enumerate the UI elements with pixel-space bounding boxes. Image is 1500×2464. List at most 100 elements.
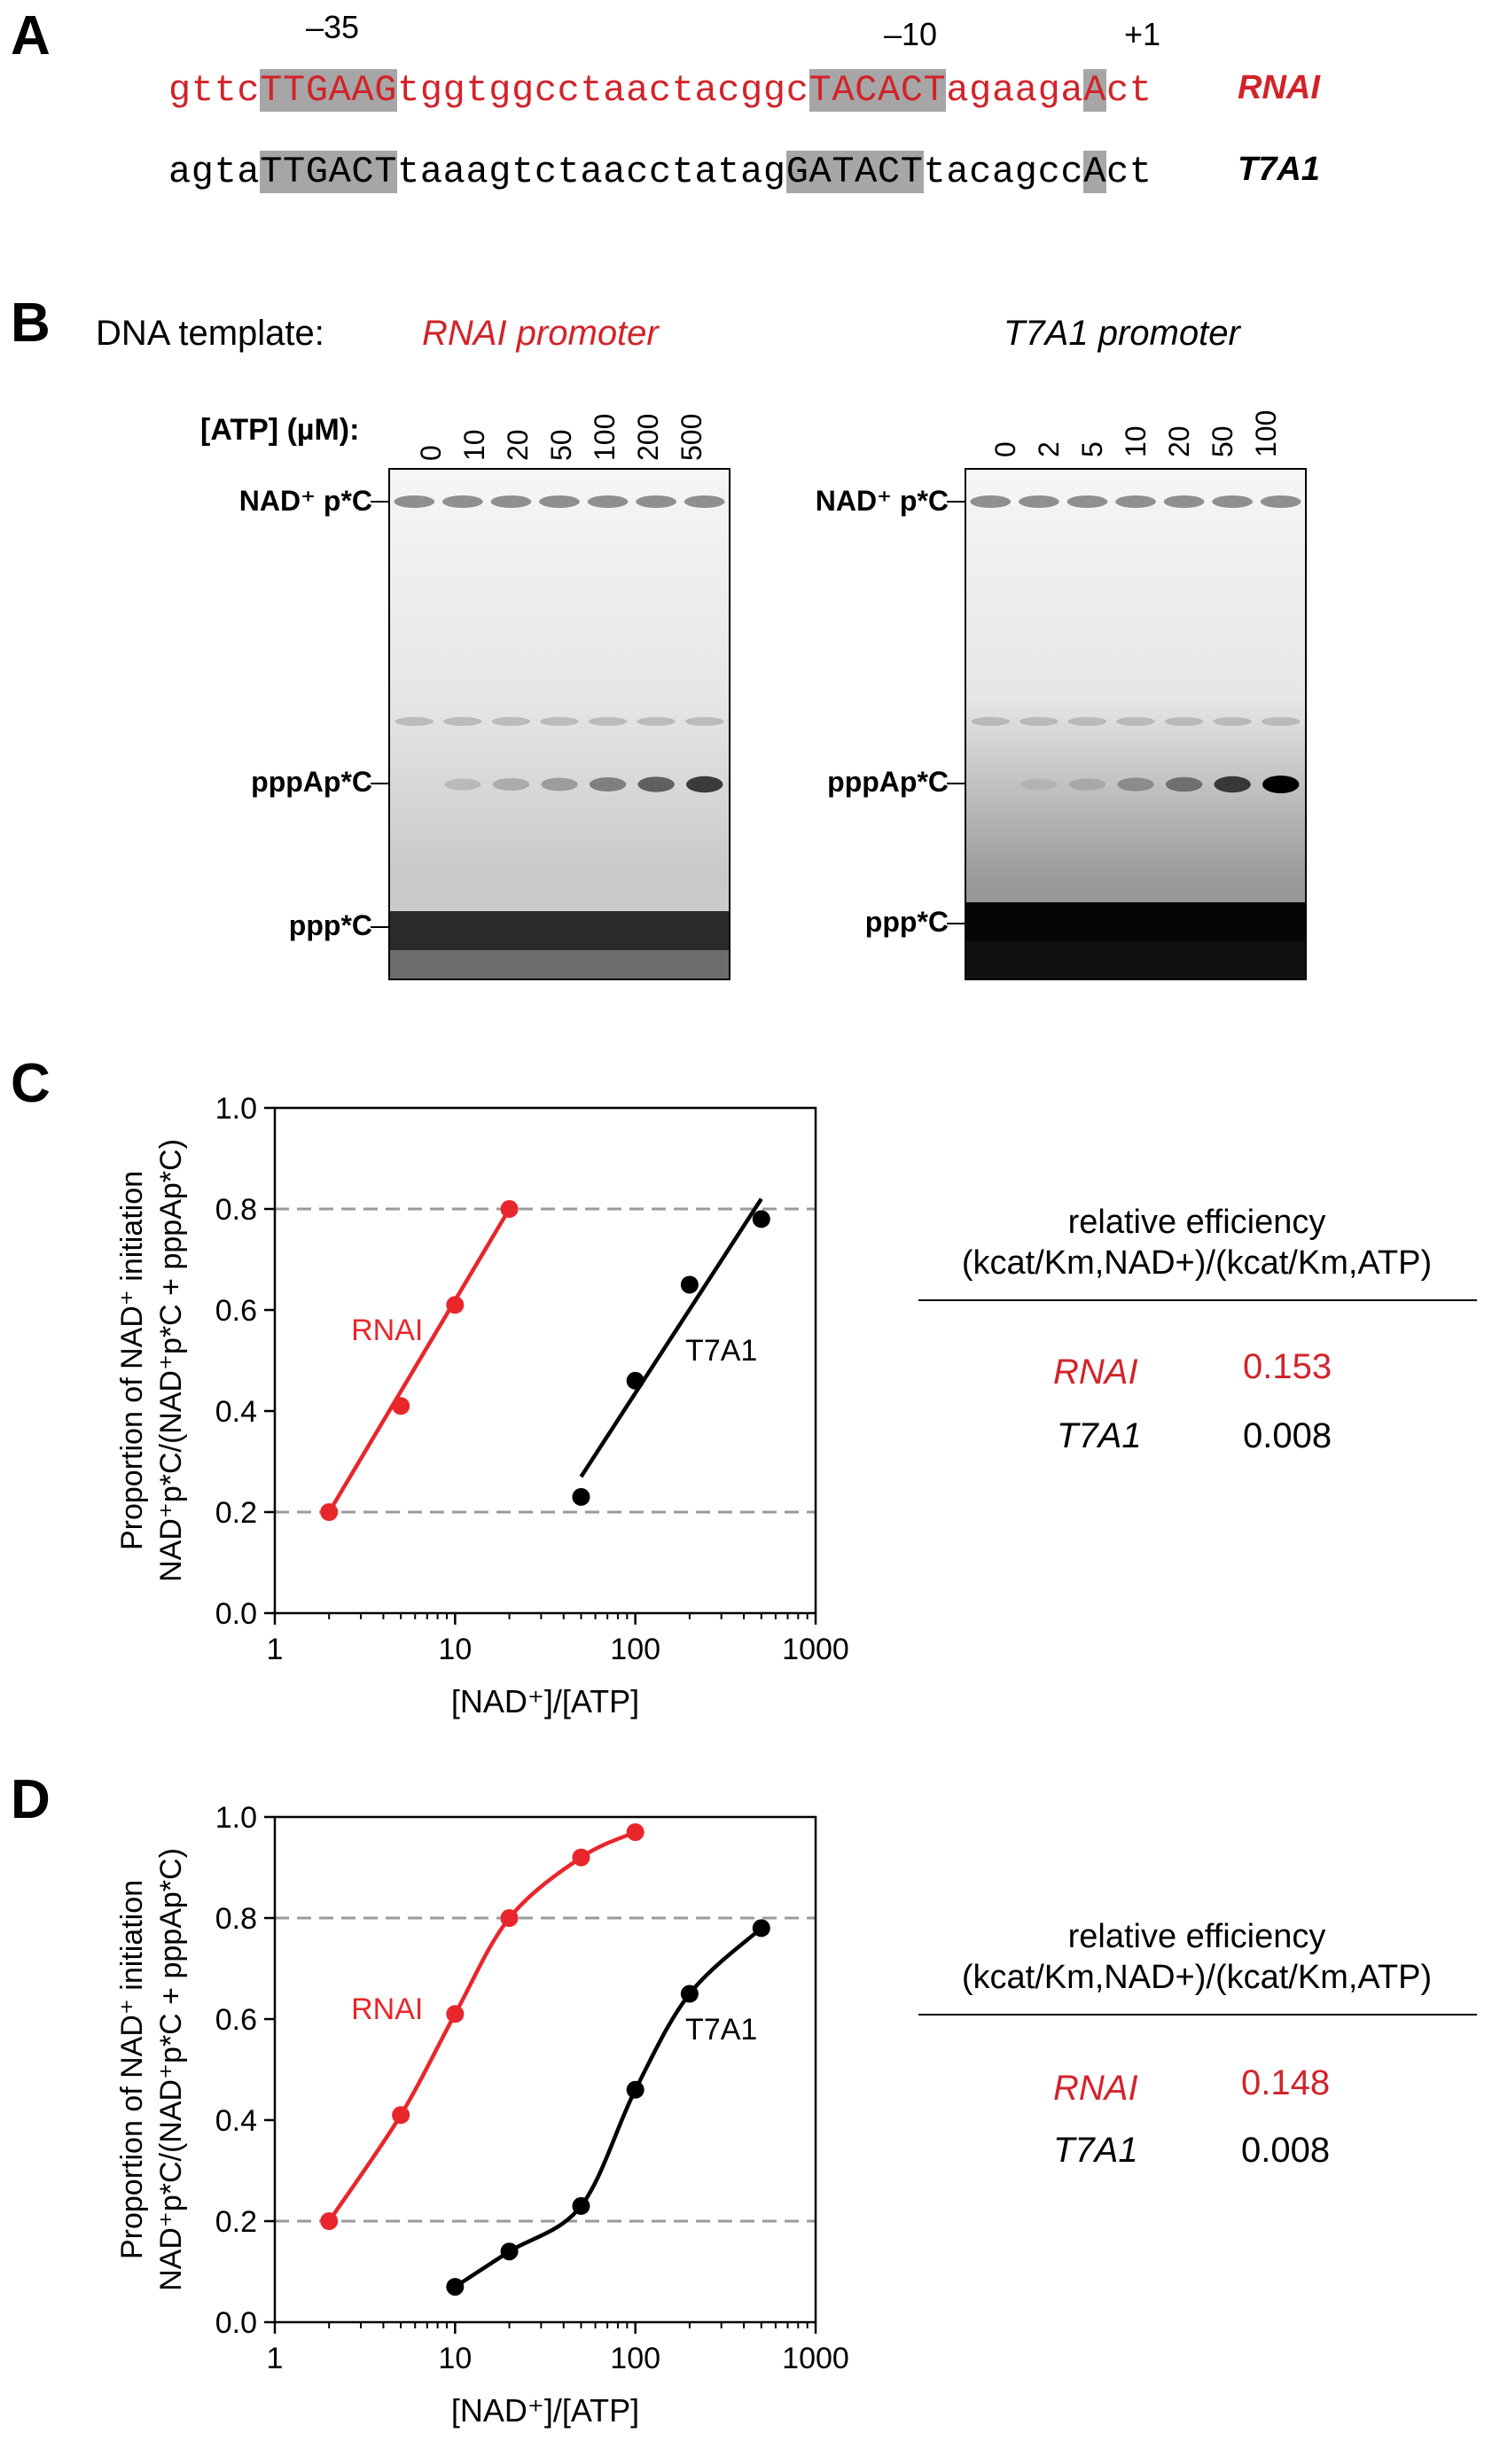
x-tick-label: 100 [610,2342,660,2375]
panel-c-efficiency-name-t7a1: T7A1 [1057,1416,1142,1455]
t7a1-band-label-pppap: pppAp*C [827,766,949,798]
y-tick-label: 0.4 [215,2104,257,2138]
position-label-minus10: –10 [884,16,938,52]
series-label-rnai: RNAI [351,1314,423,1347]
plot-frame [273,1106,817,1615]
y-axis-label-line1: Proportion of NAD⁺ initiation [115,1171,149,1550]
gel-band-nad [539,495,580,508]
y-tick-label: 0.6 [215,1294,257,1328]
panel-c-efficiency-title-line2: (kcat/Km,NAD+)/(kcat/Km,ATP) [961,1244,1433,1282]
t7a1-band-tick-pppap [947,783,965,784]
rnai-sequence-name: RNAI [1238,69,1320,106]
lane-label: 0 [415,445,447,461]
lane-label: 500 [676,413,707,461]
t7a1-band-label-nad: NAD⁺ p*C [815,485,949,517]
data-point-t7a1 [446,2278,465,2296]
fit-line-t7a1 [454,1926,763,2289]
y-tick-label: 0.8 [215,1193,257,1227]
y-tick-label: 0.2 [215,1496,257,1530]
data-point-rnai [500,1200,519,1218]
gel-band-pppap [1262,776,1300,793]
lane-label: 20 [502,429,534,461]
y-tick-label: 0.0 [215,1597,257,1631]
lane-label: 0 [989,441,1021,457]
gel-band-nad [441,495,483,508]
panel-c-efficiency-name-rnai: RNAI [1053,1353,1138,1392]
series-label-rnai: RNAI [351,1992,423,2026]
t7a1-sequence-name: T7A1 [1238,151,1320,188]
data-point-rnai [392,2106,410,2125]
panel-d-efficiency-name-rnai: RNAI [1053,2069,1138,2108]
lane-label: 10 [458,429,490,461]
panel-c-efficiency-value-t7a1: 0.008 [1243,1416,1332,1455]
panel-letter-a: A [11,5,51,66]
gel-band-pppap [1020,778,1058,791]
x-tick-label: 10 [438,1633,472,1666]
panel-d-efficiency-title: relative efficiency (kcat/Km,NAD+)/(kcat… [913,1916,1480,1998]
gel-band-nad [490,495,532,508]
panel-letter-b: B [11,292,51,354]
rnai-gel-image [388,468,730,980]
gel-smear-ppp [390,950,729,979]
gel-band-nad [1115,495,1156,508]
y-tick-label: 0.6 [215,2003,257,2037]
panel-d-efficiency-title-line2: (kcat/Km,NAD+)/(kcat/Km,ATP) [961,1959,1433,1996]
lane-label: 200 [632,413,664,461]
data-point-rnai [320,1503,339,1521]
gel-band-pppap [492,778,530,791]
y-axis-label-line2: NAD⁺p*C/(NAD⁺p*C + pppAp*C) [154,1139,188,1582]
rnai-sequence: gttcTTGAAGtggtggcctaactacggcTACACTagaaga… [168,69,1152,112]
panel-d-efficiency-name-t7a1: T7A1 [1053,2131,1138,2170]
data-point-rnai [572,1848,590,1867]
data-point-t7a1 [626,1371,645,1390]
t7a1-promoter-label: T7A1 promoter [1004,314,1240,353]
rnai-band-tick-ppp [371,926,388,928]
panel-d-efficiency-value-rnai: 0.148 [1241,2063,1331,2102]
lane-label: 100 [1250,409,1282,457]
t7a1-band-tick-ppp [947,923,965,924]
gel-band-middle [588,717,628,726]
dna-template-label: DNA template: [96,314,324,353]
gel-band-middle [1213,717,1252,726]
gel-band-middle [1261,717,1301,726]
gel-band-nad [1066,495,1108,508]
gel-band-middle [1164,717,1204,726]
panel-d-efficiency-title-line1: relative efficiency [1067,1918,1326,1955]
gel-band-middle [491,717,531,726]
lane-label: 2 [1033,441,1065,457]
gel-band-middle [395,717,434,726]
y-tick-label: 0.8 [215,1902,257,1936]
data-point-t7a1 [680,1984,699,2003]
gel-band-middle [540,717,579,726]
x-axis-label: [NAD⁺]/[ATP] [451,2392,639,2429]
lane-label: 5 [1076,441,1108,457]
data-point-rnai [500,1909,519,1927]
y-tick-label: 0.0 [215,2306,257,2340]
position-label-plus1: +1 [1124,16,1161,52]
gel-band-pppap [444,778,481,791]
rnai-band-label-pppap: pppAp*C [251,766,372,798]
panel-c-efficiency-rule [918,1299,1477,1301]
fit-line-t7a1 [579,1197,763,1478]
panel-c-chart: 0.0 0.2 0.4 0.6 0.8 1.0 1 10 100 1000 [NAD⁺]/[ATP]… [115,1092,849,1719]
gel-band-pppap [637,776,675,792]
panel-c-efficiency-title: relative efficiency (kcat/Km,NAD+)/(kcat… [913,1202,1480,1283]
gel-band-nad [587,495,629,508]
lane-label: 50 [545,429,577,461]
gel-band-ppp [390,911,729,950]
gel-band-nad [970,495,1012,508]
gel-band-pppap [589,777,627,791]
panel-d-efficiency-rule [918,2014,1477,2016]
data-point-t7a1 [572,2196,590,2215]
x-tick-label: 1 [267,1633,284,1666]
y-axis-label-line2: NAD⁺p*C/(NAD⁺p*C + pppAp*C) [154,1848,188,2291]
gel-band-nad [1018,495,1059,508]
gel-band-nad [636,495,677,508]
data-point-rnai [446,2005,465,2023]
data-point-t7a1 [626,2080,645,2099]
series-label-t7a1: T7A1 [685,2013,757,2047]
y-axis-label-line1: Proportion of NAD⁺ initiation [115,1880,149,2259]
x-tick-label: 1000 [782,1633,849,1666]
gel-band-pppap [1165,776,1203,792]
x-tick-label: 1000 [782,2342,849,2375]
